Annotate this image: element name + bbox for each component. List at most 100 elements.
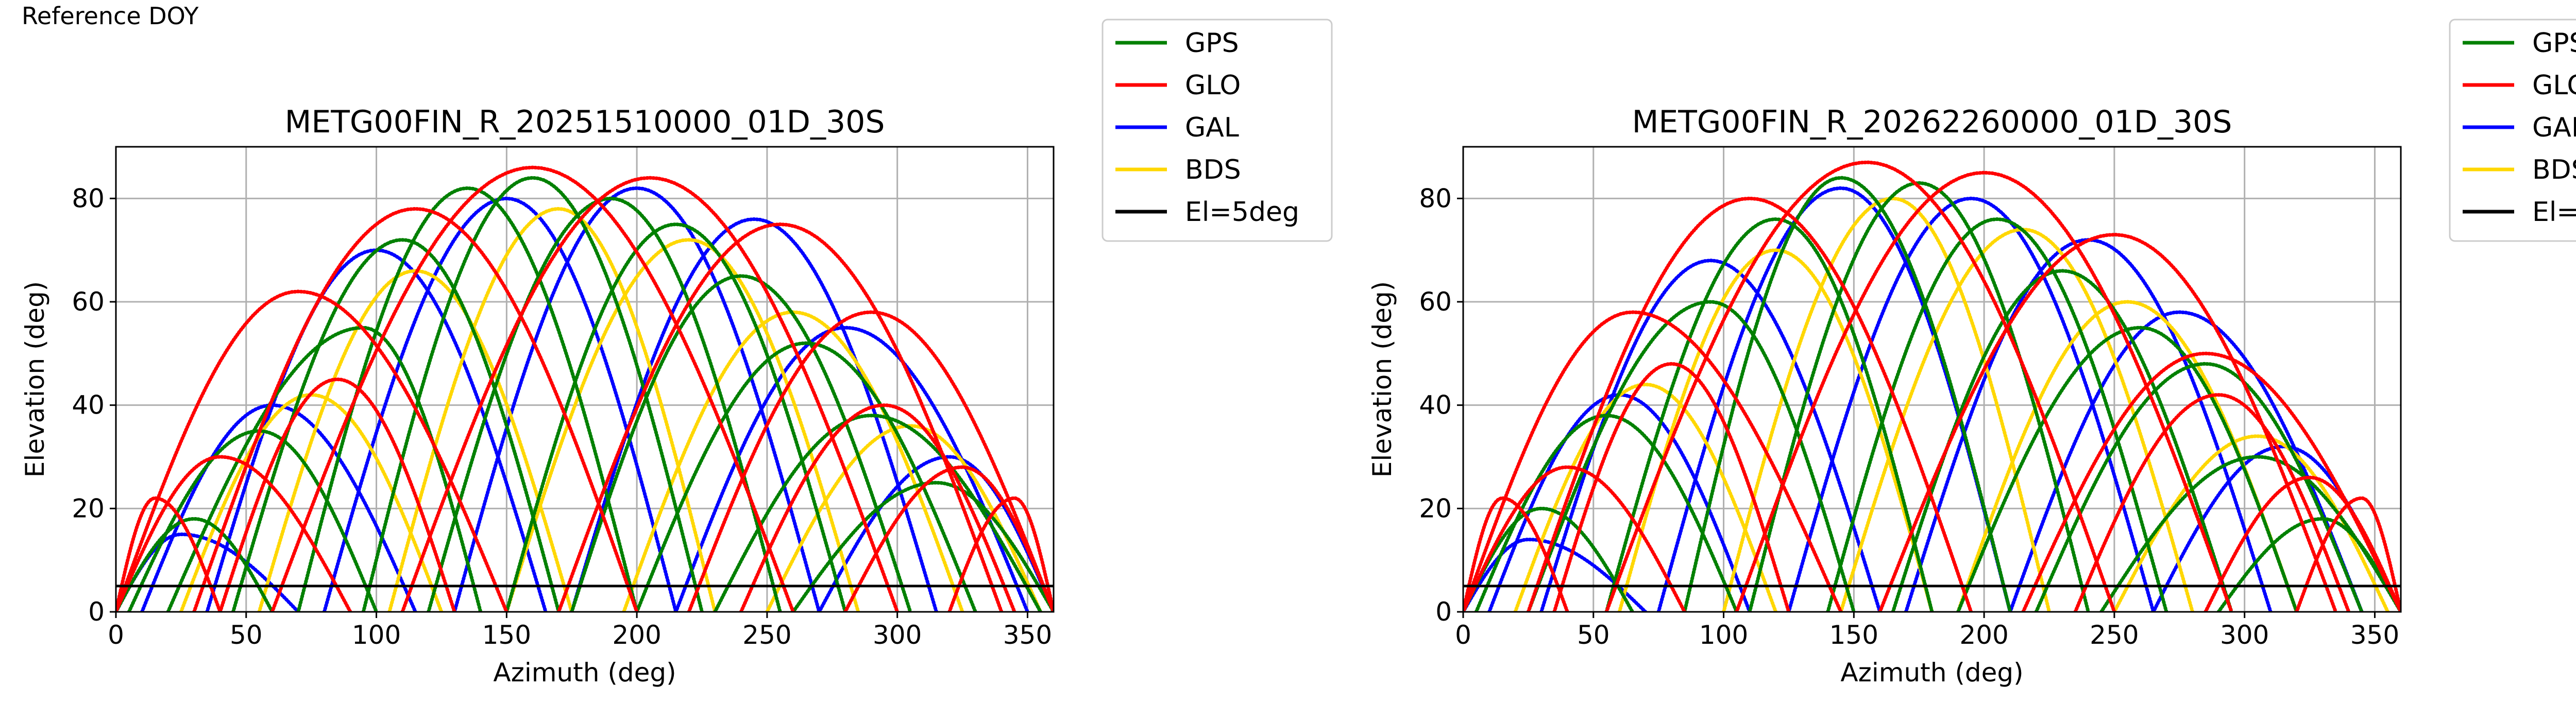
legend-label: GLO [2532,70,2576,101]
chart-title: METG00FIN_R_20262260000_01D_30S [1632,104,2232,140]
x-tick-label: 0 [108,620,124,650]
x-tick-label: 50 [1577,620,1610,650]
x-tick-label: 50 [230,620,263,650]
legend-label: El=5deg [1185,197,1299,228]
series-arc [140,403,417,612]
x-tick-label: 250 [742,620,791,650]
series-arc [127,429,379,612]
series-glo [1463,160,2401,612]
series-arc [1526,196,1973,612]
series-arc [400,176,900,612]
axes-frame [1462,146,2402,613]
series-gps [1463,176,2401,612]
series-arc [427,196,782,612]
y-tick-label: 40 [72,390,105,420]
series-arc [504,222,848,612]
x-tick-label: 0 [1455,620,1471,650]
legend-label: GAL [2532,112,2576,143]
series-arc [739,403,1016,612]
series-arc [2295,496,2401,612]
x-tick-label: 100 [352,620,401,650]
series-arc [635,341,977,612]
series-arc [192,207,639,612]
x-tick-label: 300 [873,620,922,650]
y-axis-label: Elevation (deg) [1367,281,1397,477]
series-arc [452,186,821,612]
x-tick-label: 350 [2350,620,2399,650]
legend-label: GPS [1185,28,1239,59]
series-glo [116,165,1054,612]
y-tick-label: 40 [1419,390,1452,420]
x-tick-label: 150 [1829,620,1878,650]
series-arc [1474,414,1739,612]
series-arc [843,465,1054,612]
y-tick-label: 20 [72,493,105,523]
x-tick-label: 300 [2220,620,2269,650]
y-tick-label: 20 [1419,493,1452,523]
series-arc [2008,310,2364,612]
legend-label: GLO [1185,70,1241,101]
series-arc [674,325,1029,612]
plot-area [116,165,1054,612]
x-axis-label: Azimuth (deg) [493,658,676,688]
series-gal [116,186,1054,612]
series-gps [116,176,1054,612]
y-tick-label: 60 [72,287,105,317]
legend-box [2449,19,2576,242]
legend-label: GAL [1185,112,1239,143]
series-arc [1748,181,2090,612]
series-arc [387,207,717,612]
legend-label: BDS [1185,155,1241,185]
series-arc [218,377,456,612]
y-axis-label: Elevation (deg) [20,281,50,477]
series-arc [1513,382,1778,612]
legend: GPS GLO GAL BDS El=5deg [2449,19,2576,242]
series-arc [1463,496,1569,612]
series-arc [116,455,352,612]
y-tick-label: 0 [1435,597,1452,627]
legend-label: GPS [2532,28,2576,59]
series-arc [504,238,860,612]
series-arc [2021,351,2401,612]
series-bds [179,207,1043,612]
series-arc [713,414,1043,612]
series-arc [1683,176,2012,612]
series-arc [1722,196,2051,612]
x-tick-label: 200 [1959,620,2008,650]
plot-area [1463,160,2401,612]
series-arc [791,481,1054,612]
chart-panel-right: 0 50 100 150 200 250 300 350 0 20 40 60 80 METG00FIN_… [1367,19,2576,688]
y-tick-label: 0 [88,597,105,627]
series-arc [1539,259,1882,612]
legend: GPS GLO GAL BDS El=5deg [1101,19,1333,242]
y-tick-label: 60 [1419,287,1452,317]
chart-title: METG00FIN_R_20251510000_01D_30S [285,104,885,140]
figure-label: Reference DOY [22,2,199,30]
legend-label: El=5deg [2532,197,2576,228]
series-arc [687,310,1054,612]
x-tick-label: 100 [1699,620,1748,650]
series-arc [556,222,1004,612]
series-arc [1463,506,1635,612]
series-arc [2073,393,2351,612]
series-arc [1878,233,2338,612]
legend-label: BDS [2532,155,2576,185]
series-arc [1826,217,2168,612]
series-arc [116,289,509,612]
series-arc [1552,362,1791,612]
series-arc [1604,217,1934,612]
series-arc [1463,465,1687,612]
axes-frame [115,146,1055,613]
x-tick-label: 250 [2090,620,2139,650]
x-tick-label: 150 [482,620,531,650]
chart-panel-left: 0 50 100 150 200 250 300 350 0 20 40 60 80 METG00FIN_… [20,19,1333,688]
series-arc [116,517,274,612]
y-tick-label: 80 [72,183,105,213]
series-arc [1735,170,2233,612]
series-arc [1604,160,2116,612]
x-axis-label: Azimuth (deg) [1840,658,2023,688]
series-arc [2204,475,2401,612]
legend-box [1101,19,1333,242]
series-arc [2216,517,2401,612]
